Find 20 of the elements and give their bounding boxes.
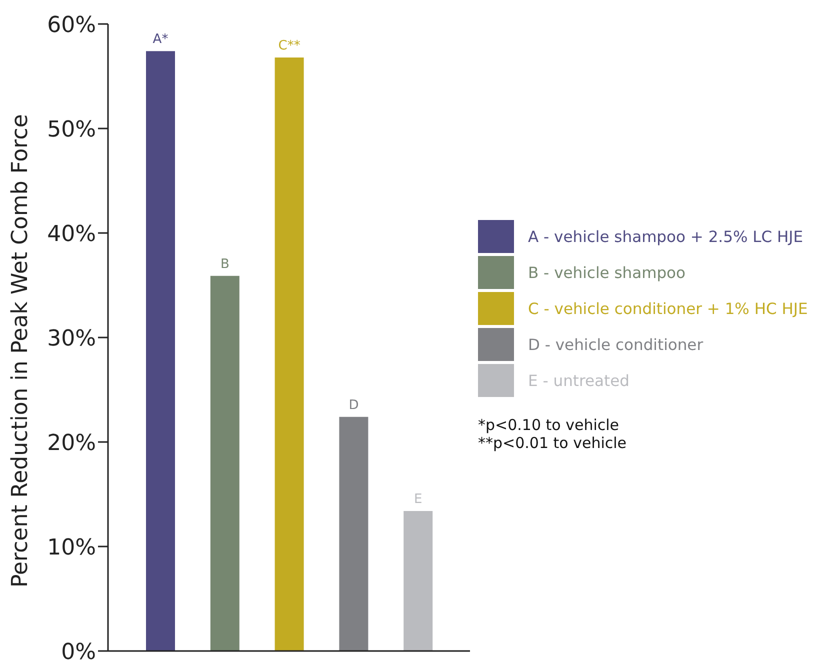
legend-label: A - vehicle shampoo + 2.5% LC HJE	[528, 228, 804, 246]
y-tick-label: 0%	[61, 640, 96, 665]
text: **p<0.01 to vehicle	[478, 434, 628, 452]
y-tick-label: 20%	[47, 430, 96, 456]
y-tick-label: 60%	[47, 12, 96, 38]
data-label: D	[348, 398, 359, 413]
data-label: A*	[152, 32, 169, 48]
y-tick-label: 10%	[47, 535, 96, 560]
y-tick-label: 30%	[47, 326, 96, 352]
y-tick-label: 50%	[47, 117, 96, 142]
legend-label: D - vehicle conditioner	[528, 336, 704, 354]
legend-label: C - vehicle conditioner + 1% HC HJE	[528, 300, 808, 318]
legend-label: E - untreated	[528, 372, 630, 390]
data-label: B	[220, 256, 230, 272]
legend-label: B - vehicle shampoo	[528, 264, 686, 282]
data-label: E	[414, 492, 422, 507]
y-tick-label: 40%	[47, 222, 96, 247]
text: *p<0.10 to vehicle	[478, 416, 620, 434]
y-axis-title: Percent Reduction in Peak Wet Comb Force	[8, 114, 33, 588]
data-label: C**	[278, 38, 301, 54]
